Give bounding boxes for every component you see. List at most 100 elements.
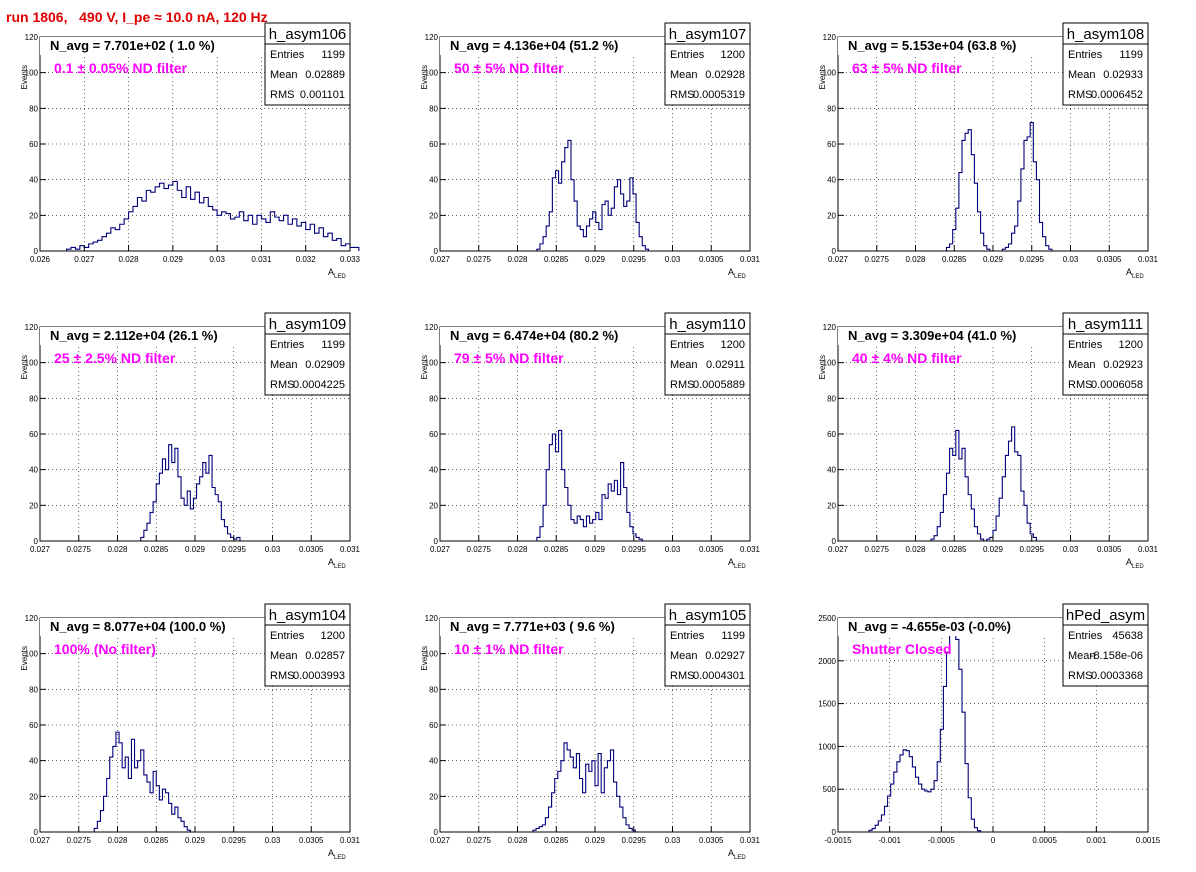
y-tick-label: 60 [429, 140, 438, 149]
y-tick-label: 20 [827, 211, 836, 220]
x-tick-label: 0.031 [740, 545, 761, 554]
y-tick-label: 120 [25, 323, 39, 332]
navg-label: N_avg = 7.771e+03 ( 9.6 %) [450, 619, 615, 634]
stat-value-entries: 1199 [321, 339, 345, 351]
y-tick-label: 80 [827, 104, 836, 113]
y-axis-title: Events [20, 65, 29, 89]
stat-value-rms: 0.001101 [300, 89, 345, 101]
stat-label-rms: RMS [270, 379, 294, 391]
y-tick-label: 1000 [818, 742, 836, 751]
stat-label-entries: Entries [1068, 630, 1103, 642]
x-tick-label: 0.03 [665, 545, 681, 554]
histogram-panel-h_asym111: 0.027 0.0275 0.028 0.0285 0.029 0.0295 0.03 0.0… [818, 312, 1159, 570]
x-tick-label: 0.027 [828, 255, 849, 264]
y-tick-label: 100 [823, 359, 837, 368]
stat-label-mean: Mean [670, 359, 698, 371]
y-tick-label: 120 [425, 614, 439, 623]
x-tick-label: 0.027 [30, 545, 51, 554]
x-tick-label: 0.031 [740, 836, 761, 845]
x-tick-label: 0.028 [119, 255, 140, 264]
stat-label-rms: RMS [670, 89, 694, 101]
x-tick-label: 0.028 [107, 836, 128, 845]
stats-box [264, 312, 351, 396]
x-tick-label: -0.001 [878, 836, 901, 845]
x-tick-label: 0.029 [983, 255, 1004, 264]
x-tick-label: 0.028 [107, 545, 128, 554]
stat-value-entries: 1200 [321, 630, 345, 642]
y-tick-label: 80 [429, 685, 438, 694]
stats-box [264, 22, 351, 106]
x-tick-label: 0.0305 [299, 545, 324, 554]
x-tick-label: 0.0005 [1032, 836, 1057, 845]
x-tick-label: -0.0015 [824, 836, 852, 845]
stat-value-mean: 0.02857 [305, 650, 345, 662]
y-tick-label: 0 [434, 537, 439, 546]
y-tick-label: 100 [25, 69, 39, 78]
stat-value-entries: 1200 [721, 339, 745, 351]
x-axis-title: ALED [1126, 267, 1144, 280]
histogram-name: h_asym106 [269, 26, 347, 43]
x-tick-label: 0.0285 [544, 255, 569, 264]
histogram-name: h_asym109 [269, 316, 347, 333]
x-tick-label: -0.0005 [928, 836, 956, 845]
histogram-panel-hPed_asym: -0.0015 -0.001 -0.0005 0 0.0005 0.001 0.0015 0 5… [818, 603, 1161, 845]
x-tick-label: 0.0305 [1097, 545, 1122, 554]
x-tick-label: 0.0275 [865, 255, 890, 264]
x-tick-label: 0.028 [507, 836, 528, 845]
x-axis-title: ALED [728, 557, 746, 570]
y-tick-label: 60 [827, 430, 836, 439]
stat-label-entries: Entries [1068, 49, 1103, 61]
stat-label-mean: Mean [1068, 359, 1096, 371]
y-axis-title: Events [420, 65, 429, 89]
navg-label: N_avg = 4.136e+04 (51.2 %) [450, 38, 618, 53]
stat-label-rms: RMS [270, 670, 294, 682]
x-axis-title: ALED [328, 557, 346, 570]
histogram-panel-h_asym108: 0.027 0.0275 0.028 0.0285 0.029 0.0295 0.03 0.0… [818, 22, 1159, 280]
histogram-panel-h_asym107: 0.027 0.0275 0.028 0.0285 0.029 0.0295 0.03 0.0… [420, 22, 761, 280]
histogram-name: h_asym108 [1067, 26, 1145, 43]
histogram-line-h_asym110 [536, 429, 643, 541]
x-tick-label: 0.031 [251, 255, 272, 264]
stat-label-rms: RMS [270, 89, 294, 101]
x-tick-label: 0.027 [430, 255, 451, 264]
x-tick-label: 0.0275 [467, 545, 492, 554]
y-tick-label: 40 [429, 466, 438, 475]
run-title: run 1806, 490 V, I_pe ≈ 10.0 nA, 120 Hz [6, 9, 268, 25]
stat-value-entries: 1199 [1119, 49, 1143, 61]
x-tick-label: 0.027 [828, 545, 849, 554]
y-tick-label: 0 [34, 828, 39, 837]
x-tick-label: 0 [991, 836, 996, 845]
y-tick-label: 0 [34, 537, 39, 546]
stat-value-mean: 0.02927 [705, 650, 745, 662]
y-tick-label: 100 [425, 359, 439, 368]
histogram-line-h_asym111 [930, 426, 1037, 542]
stat-value-mean: 0.02933 [1103, 69, 1143, 81]
histogram-name: h_asym110 [669, 316, 745, 333]
stat-label-mean: Mean [1068, 650, 1096, 662]
navg-box [40, 618, 267, 636]
navg-label: N_avg = 2.112e+04 (26.1 %) [50, 328, 218, 343]
y-tick-label: 40 [29, 176, 38, 185]
x-tick-label: 0.029 [185, 836, 206, 845]
filter-annotation: 40 ± 4% ND filter [852, 350, 962, 366]
navg-box [440, 327, 667, 345]
navg-label: N_avg = 5.153e+04 (63.8 %) [848, 38, 1016, 53]
histogram-panel-h_asym109: 0.027 0.0275 0.028 0.0285 0.029 0.0295 0.03 0.0… [20, 312, 361, 570]
y-tick-label: 100 [425, 650, 439, 659]
stat-value-mean: -8.158e-06 [1090, 650, 1143, 662]
navg-box [440, 37, 667, 55]
x-tick-label: 0.0305 [699, 255, 724, 264]
x-tick-label: 0.031 [340, 545, 361, 554]
y-tick-label: 20 [429, 501, 438, 510]
x-tick-label: 0.0295 [222, 545, 247, 554]
x-tick-label: 0.032 [296, 255, 317, 264]
stat-value-rms: 0.0006452 [1091, 89, 1143, 101]
x-tick-label: 0.0305 [699, 836, 724, 845]
stat-value-mean: 0.02911 [706, 359, 745, 371]
histogram-panel-h_asym105: 0.027 0.0275 0.028 0.0285 0.029 0.0295 0.03 0.0… [420, 603, 761, 861]
stat-label-rms: RMS [670, 379, 694, 391]
x-tick-label: 0.0305 [299, 836, 324, 845]
y-tick-label: 20 [429, 211, 438, 220]
y-tick-label: 120 [823, 33, 837, 42]
